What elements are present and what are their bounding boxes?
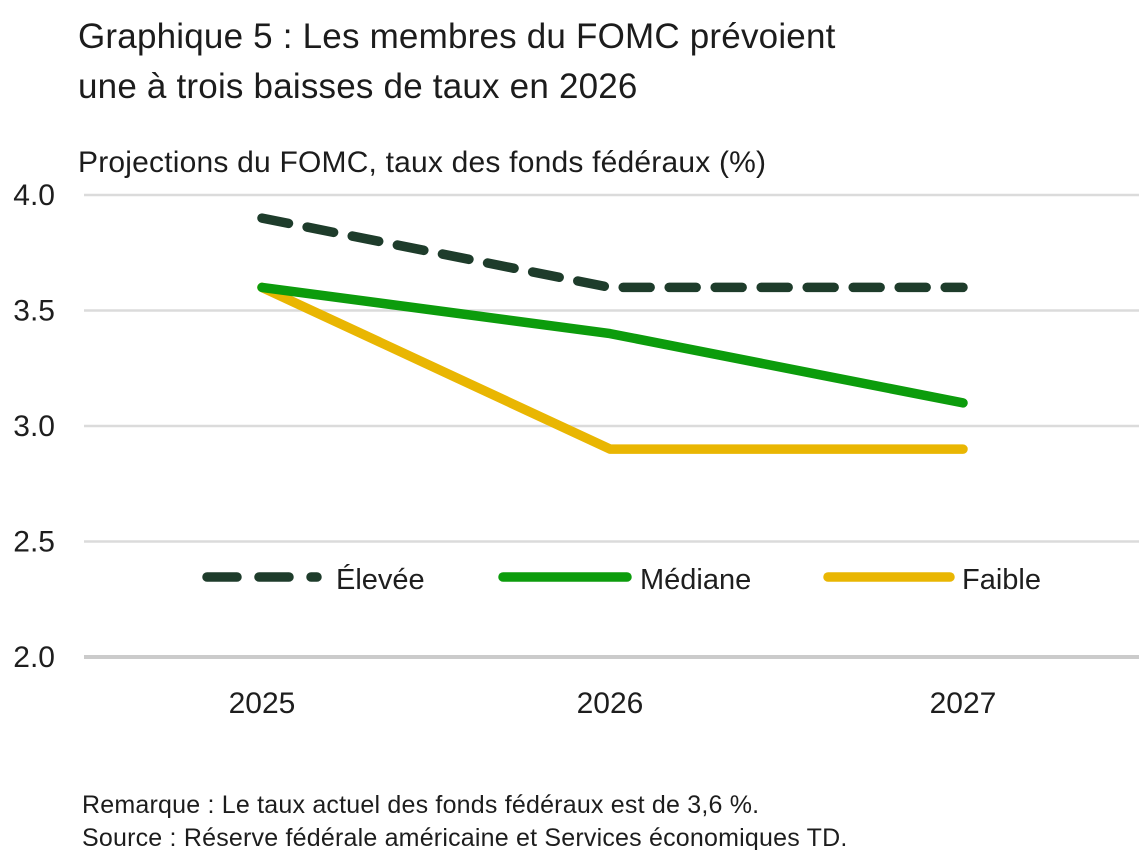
legend-label-mediane: Médiane bbox=[640, 564, 751, 596]
legend-label-faible: Faible bbox=[962, 564, 1041, 596]
source-note: Source : Réserve fédérale américaine et … bbox=[82, 824, 848, 850]
footer-notes: Remarque : Le taux actuel des fonds fédé… bbox=[82, 789, 847, 850]
x-tick-label: 2026 bbox=[577, 687, 644, 720]
legend-label-elevee: Élevée bbox=[336, 563, 425, 596]
x-tick-label: 2027 bbox=[930, 687, 997, 720]
y-tick-label: 4.0 bbox=[13, 179, 55, 212]
line-chart: 4.0 3.5 3.0 2.5 2.0 2025 2026 2027 Élevée Médiane… bbox=[13, 179, 1139, 720]
chart-title-line2: une à trois baisses de taux en 2026 bbox=[78, 67, 638, 106]
x-tick-label: 2025 bbox=[229, 687, 296, 720]
series-line-elevee bbox=[257, 213, 968, 293]
y-tick-label: 3.5 bbox=[13, 295, 55, 328]
chart-subtitle: Projections du FOMC, taux des fonds fédé… bbox=[78, 146, 767, 179]
chart-title-line1: Graphique 5 : Les membres du FOMC prévoi… bbox=[78, 17, 836, 56]
chart-title: Graphique 5 : Les membres du FOMC prévoi… bbox=[78, 12, 836, 112]
y-tick-label: 2.5 bbox=[13, 526, 55, 559]
y-tick-label: 3.0 bbox=[13, 410, 55, 443]
y-tick-label: 2.0 bbox=[13, 641, 55, 674]
remark-note: Remarque : Le taux actuel des fonds fédé… bbox=[82, 791, 760, 819]
series-line-mediane bbox=[257, 282, 968, 408]
series-line-faible bbox=[257, 282, 968, 454]
